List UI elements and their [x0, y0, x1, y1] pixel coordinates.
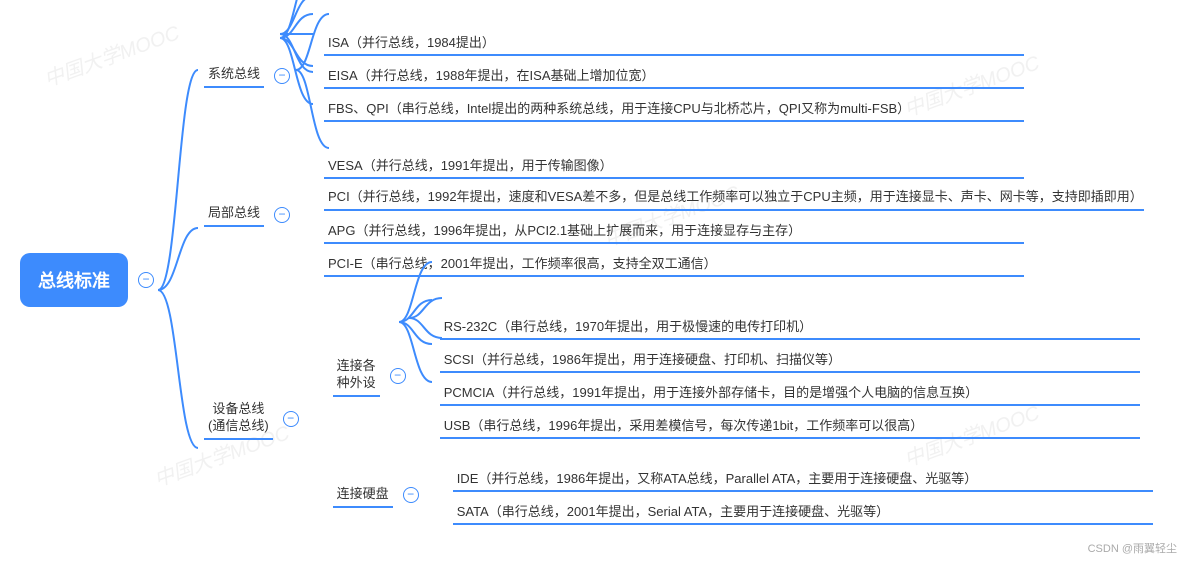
leaf-scsi: SCSI（并行总线，1986年提出，用于连接硬盘、打印机、扫描仪等）	[440, 346, 1140, 373]
device-bus-children: 连接各 种外设 − RS-232C（串行总线，1970年提出，用于极慢速的电传打…	[333, 304, 1153, 534]
leaf-pcie: PCI-E（串行总线，2001年提出，工作频率很高，支持全双工通信）	[324, 250, 1024, 277]
label-system-bus: 系统总线	[208, 66, 260, 83]
leaf-usb: USB（串行总线，1996年提出，采用差模信号，每次传递1bit，工作频率可以很…	[440, 412, 1140, 439]
node-device-bus[interactable]: 设备总线 (通信总线)	[204, 398, 273, 440]
leaf-isa: ISA（并行总线，1984提出）	[324, 29, 1024, 56]
group-harddisk: 连接硬盘 − IDE（并行总线，1986年提出，又称ATA总线，Parallel…	[333, 462, 1153, 528]
leaf-apg: APG（并行总线，1996年提出，从PCI2.1基础上扩展而来，用于连接显存与主…	[324, 217, 1024, 244]
root-label: 总线标准	[38, 267, 110, 293]
group-peripherals: 连接各 种外设 − RS-232C（串行总线，1970年提出，用于极慢速的电传打…	[333, 310, 1153, 442]
toggle-system-bus[interactable]: −	[274, 68, 290, 84]
group-device-bus: 设备总线 (通信总线) − 连接各 种外设 −	[204, 304, 1153, 534]
harddisk-children: IDE（并行总线，1986年提出，又称ATA总线，Parallel ATA，主要…	[453, 462, 1153, 528]
toggle-peripherals[interactable]: −	[390, 368, 406, 384]
node-harddisk[interactable]: 连接硬盘	[333, 483, 393, 508]
group-local-bus: 局部总线 − VESA（并行总线，1991年提出，用于传输图像） PCI（并行总…	[204, 149, 1153, 280]
label-device-bus: 设备总线 (通信总线)	[208, 401, 269, 435]
system-bus-children: ISA（并行总线，1984提出） EISA（并行总线，1988年提出，在ISA基…	[324, 26, 1024, 125]
node-local-bus[interactable]: 局部总线	[204, 202, 264, 227]
mindmap-container: 总线标准 − 系统总线 − ISA（并行总线，1984提出） EISA（并行总线…	[20, 20, 1177, 540]
leaf-pci: PCI（并行总线，1992年提出，速度和VESA差不多，但是总线工作频率可以独立…	[324, 185, 1144, 211]
leaf-fbs-qpi: FBS、QPI（串行总线，Intel提出的两种系统总线，用于连接CPU与北桥芯片…	[324, 95, 1024, 122]
leaf-eisa: EISA（并行总线，1988年提出，在ISA基础上增加位宽）	[324, 62, 1024, 89]
node-system-bus[interactable]: 系统总线	[204, 63, 264, 88]
toggle-harddisk[interactable]: −	[403, 487, 419, 503]
leaf-vesa: VESA（并行总线，1991年提出，用于传输图像）	[324, 152, 1024, 179]
credit-text: CSDN @雨翼轻尘	[1088, 540, 1177, 556]
leaf-ide: IDE（并行总线，1986年提出，又称ATA总线，Parallel ATA，主要…	[453, 465, 1153, 492]
label-local-bus: 局部总线	[208, 205, 260, 222]
root-toggle[interactable]: −	[138, 272, 154, 288]
toggle-local-bus[interactable]: −	[274, 207, 290, 223]
label-harddisk: 连接硬盘	[337, 486, 389, 503]
toggle-device-bus[interactable]: −	[283, 411, 299, 427]
group-system-bus: 系统总线 − ISA（并行总线，1984提出） EISA（并行总线，1988年提…	[204, 26, 1153, 125]
peripherals-children: RS-232C（串行总线，1970年提出，用于极慢速的电传打印机） SCSI（并…	[440, 310, 1140, 442]
local-bus-children: VESA（并行总线，1991年提出，用于传输图像） PCI（并行总线，1992年…	[324, 149, 1144, 280]
level1-children: 系统总线 − ISA（并行总线，1984提出） EISA（并行总线，1988年提…	[204, 20, 1153, 540]
leaf-sata: SATA（串行总线，2001年提出，Serial ATA，主要用于连接硬盘、光驱…	[453, 498, 1153, 525]
leaf-rs232c: RS-232C（串行总线，1970年提出，用于极慢速的电传打印机）	[440, 313, 1140, 340]
root-node[interactable]: 总线标准	[20, 253, 128, 307]
node-peripherals[interactable]: 连接各 种外设	[333, 355, 380, 397]
label-peripherals: 连接各 种外设	[337, 358, 376, 392]
leaf-pcmcia: PCMCIA（并行总线，1991年提出，用于连接外部存储卡，目的是增强个人电脑的…	[440, 379, 1140, 406]
